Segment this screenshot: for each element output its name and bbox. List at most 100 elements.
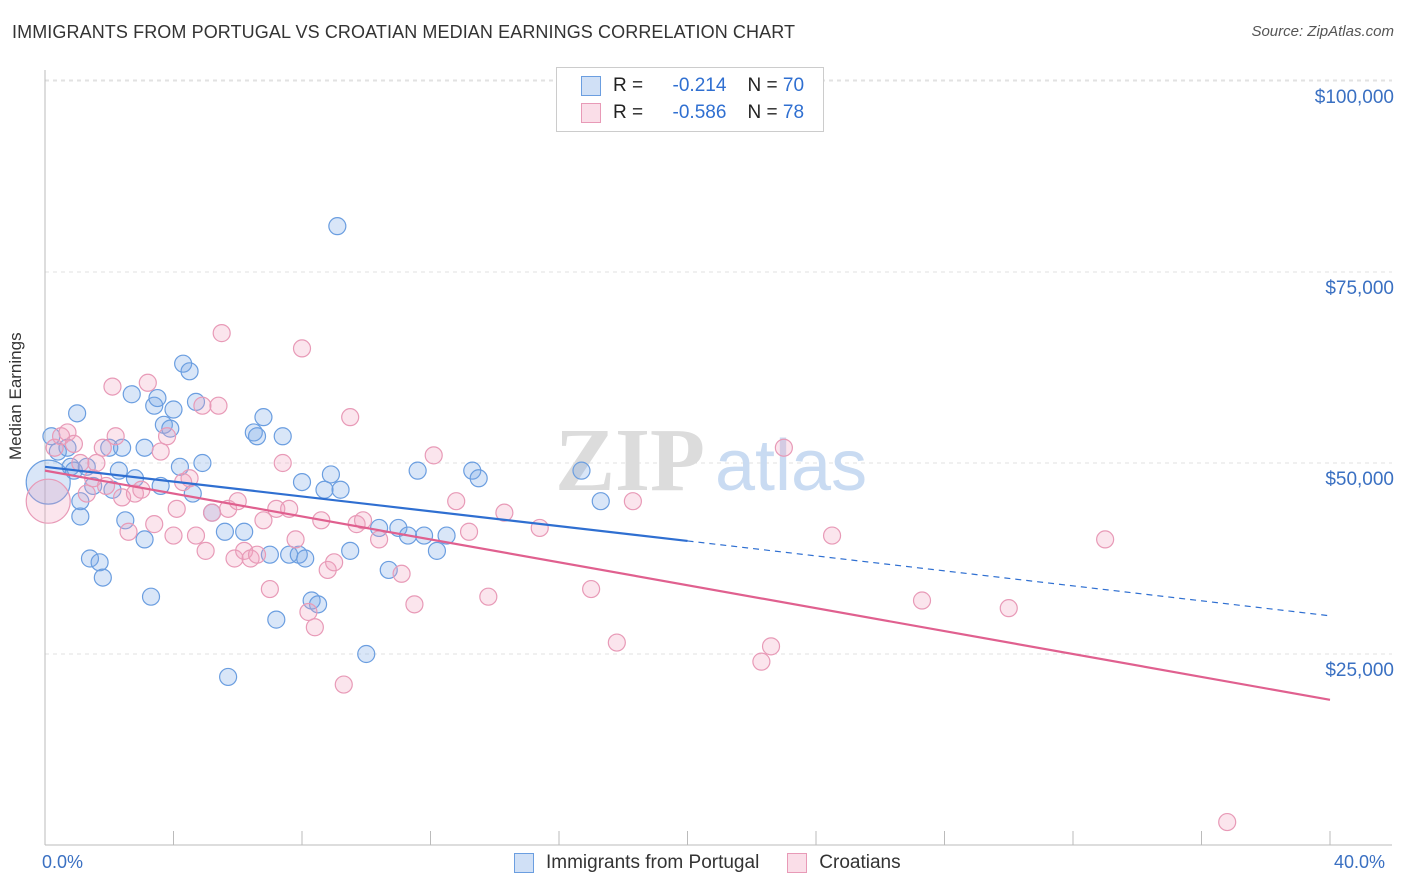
chart-source: Source: ZipAtlas.com <box>1251 23 1394 40</box>
croatian-point <box>77 484 96 503</box>
croatian-point <box>582 579 601 599</box>
croatian-point <box>459 522 479 541</box>
portugal-point <box>122 385 141 404</box>
portugal-trend-extension <box>687 540 1331 617</box>
croatian-point <box>999 599 1018 618</box>
portugal-point <box>437 526 456 545</box>
portugal-point <box>321 465 341 484</box>
y-tick-label-100000: $100,000 <box>1314 87 1394 108</box>
portugal-point <box>219 667 238 687</box>
series-legend-portugal[interactable]: Immigrants from Portugal <box>514 852 759 874</box>
croatian-point <box>71 453 90 473</box>
croatian-point <box>106 427 125 446</box>
croatian-point <box>822 526 842 545</box>
legend-r-label: R = <box>613 102 644 123</box>
correlation-legend: R = -0.214 N = 70 R = -0.586 N = 78 <box>556 67 824 132</box>
portugal-point <box>267 610 286 629</box>
legend-n-label: N = <box>747 102 778 123</box>
portugal-point <box>315 480 334 499</box>
x-tick-label-max: 40.0% <box>1334 852 1386 872</box>
portugal-point <box>328 217 347 236</box>
portugal-point <box>135 438 154 457</box>
croatian-point <box>1096 530 1115 549</box>
portugal-point <box>247 427 267 446</box>
series-swatch-croatians <box>787 853 808 873</box>
portugal-point <box>408 461 427 480</box>
croatian-point <box>167 499 186 518</box>
croatian-point <box>292 339 312 358</box>
portugal-point <box>292 473 312 492</box>
legend-r-value: -0.214 <box>672 75 727 96</box>
portugal-point <box>215 522 234 541</box>
croatian-point <box>209 396 228 415</box>
croatian-point <box>299 602 318 622</box>
portugal-point <box>296 549 315 568</box>
portugal-point <box>135 530 154 549</box>
legend-row-portugal: R = -0.214 N = 70 <box>581 73 804 99</box>
y-tick-label-50000: $50,000 <box>1325 469 1394 490</box>
portugal-point <box>308 595 328 614</box>
series-legend-croatians[interactable]: Croatians <box>787 852 901 874</box>
croatian-point <box>607 633 626 652</box>
series-legend: Immigrants from Portugal Croatians <box>514 852 929 874</box>
portugal-point <box>273 427 292 446</box>
portugal-point <box>414 526 434 545</box>
croatian-point <box>186 526 206 545</box>
portugal-point <box>260 545 279 564</box>
legend-swatch-portugal <box>581 76 601 96</box>
portugal-point <box>180 362 199 381</box>
series-swatch-portugal <box>514 853 534 873</box>
portugal-point <box>427 541 447 560</box>
chart-title: IMMIGRANTS FROM PORTUGAL VS CROATIAN MED… <box>12 22 796 42</box>
croatian-point <box>325 553 344 572</box>
croatian-point <box>370 530 389 549</box>
portugal-point <box>71 492 90 511</box>
croatian-point <box>247 545 267 564</box>
portugal-point <box>164 400 183 419</box>
croatian-point <box>164 526 183 545</box>
portugal-point <box>341 541 360 560</box>
portugal-point <box>100 438 119 457</box>
legend-n-value: 70 <box>782 75 805 96</box>
croatian-point <box>761 637 781 656</box>
watermark-atlas: atlas <box>715 426 867 506</box>
series-name-croatians: Croatians <box>819 852 901 873</box>
croatian-point <box>424 446 443 465</box>
croatian-point <box>196 541 215 560</box>
croatian-point <box>447 492 466 511</box>
portugal-point <box>90 553 109 572</box>
series-name-portugal: Immigrants from Portugal <box>546 852 760 873</box>
croatian-point <box>353 511 373 530</box>
croatian-point <box>286 530 305 549</box>
croatian-trend-line <box>44 469 1331 701</box>
legend-r-value: -0.586 <box>672 102 727 123</box>
croatian-point <box>193 396 212 415</box>
legend-row-croatians: R = -0.586 N = 78 <box>581 100 804 126</box>
croatian-point <box>64 434 84 453</box>
croatian-point <box>87 453 106 473</box>
croatian-point <box>623 492 642 511</box>
portugal-point <box>235 522 254 541</box>
croatian-point <box>1218 812 1237 832</box>
croatian-point <box>119 522 138 541</box>
portugal-point <box>141 587 161 606</box>
portugal-point <box>469 469 488 488</box>
croatian-point <box>273 453 292 473</box>
croatian-point <box>58 423 77 442</box>
croatian-point <box>202 503 222 522</box>
legend-swatch-croatians <box>581 103 601 123</box>
croatian-point <box>145 515 164 534</box>
portugal-point <box>572 461 591 480</box>
legend-r-label: R = <box>613 75 644 96</box>
x-tick-label-min: 0.0% <box>42 852 84 872</box>
croatian-point <box>774 438 793 457</box>
croatian-point <box>25 478 71 524</box>
portugal-point <box>71 507 90 526</box>
croatian-point <box>334 675 353 694</box>
y-axis-label: Median Earnings <box>6 332 25 460</box>
portugal-point <box>591 492 610 511</box>
portugal-point <box>116 511 135 530</box>
legend-n-value: 78 <box>782 102 805 123</box>
croatian-point <box>260 579 279 599</box>
